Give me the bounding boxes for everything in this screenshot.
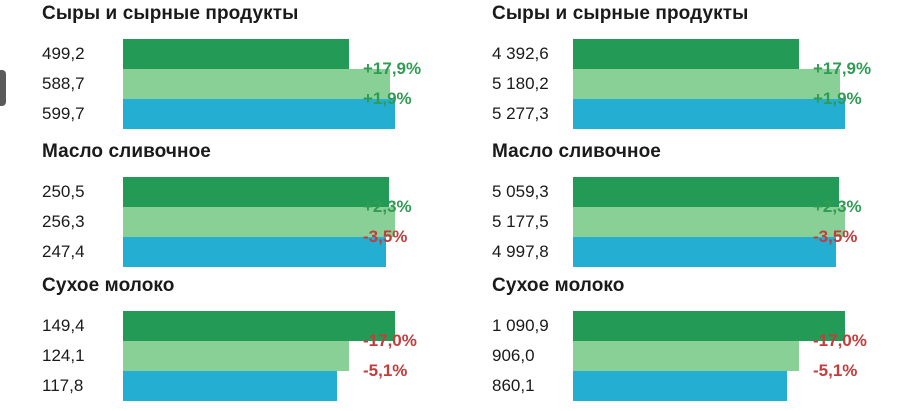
bar — [573, 311, 845, 341]
group-title: Сухое молоко — [42, 275, 175, 296]
group-title: Сыры и сырные продукты — [492, 3, 749, 24]
bar-value-label: 1 090,9 — [492, 316, 549, 335]
chart-group: Сухое молоко 1 090,9 906,0 860,1 -17,0% -5,1% — [490, 272, 905, 402]
bar — [573, 207, 845, 237]
change-label: +1,9% — [363, 89, 412, 108]
change-label: -5,1% — [813, 361, 858, 380]
bar — [123, 207, 395, 237]
bar-value-label: 247,4 — [42, 242, 85, 261]
chart-group: Сыры и сырные продукты 4 392,6 5 180,2 5 27… — [490, 0, 905, 130]
bar — [123, 69, 390, 99]
bar-value-label: 499,2 — [42, 44, 85, 63]
change-label: -5,1% — [363, 361, 408, 380]
bar-value-label: 256,3 — [42, 212, 85, 231]
bar — [573, 99, 845, 129]
bar-value-label: 5 177,5 — [492, 212, 549, 231]
chart-column-right: Сыры и сырные продукты 4 392,6 5 180,2 5 27… — [490, 0, 905, 411]
chart-group: Сухое молоко 149,4 124,1 117,8 -17,0% -5,1% — [40, 272, 460, 402]
bar-value-label: 250,5 — [42, 182, 85, 201]
bar-value-label: 588,7 — [42, 74, 85, 93]
bar-value-label: 4 997,8 — [492, 242, 549, 261]
bar — [573, 237, 836, 267]
edge-marker — [0, 70, 6, 106]
change-label: -17,0% — [363, 331, 417, 350]
bar-value-label: 5 277,3 — [492, 104, 549, 123]
bar — [573, 39, 799, 69]
bar — [573, 177, 839, 207]
change-label: +2,3% — [813, 197, 862, 216]
bar — [573, 371, 787, 401]
bar-value-label: 4 392,6 — [492, 44, 549, 63]
bar-value-label: 5 059,3 — [492, 182, 549, 201]
chart-group: Масло сливочное 5 059,3 5 177,5 4 997,8 +2,3… — [490, 138, 905, 268]
bar-value-label: 860,1 — [492, 376, 535, 395]
change-label: +2,3% — [363, 197, 412, 216]
bar — [123, 99, 395, 129]
bar — [123, 177, 389, 207]
bar-value-label: 599,7 — [42, 104, 85, 123]
group-title: Сухое молоко — [492, 275, 625, 296]
change-label: -3,5% — [363, 227, 408, 246]
bar — [123, 39, 349, 69]
change-label: +1,9% — [813, 89, 862, 108]
change-label: -17,0% — [813, 331, 867, 350]
group-title: Масло сливочное — [492, 141, 661, 162]
bar-value-label: 906,0 — [492, 346, 535, 365]
bar — [123, 341, 349, 371]
chart-column-left: Сыры и сырные продукты 499,2 588,7 599,7 +17… — [40, 0, 480, 411]
chart-group: Сыры и сырные продукты 499,2 588,7 599,7 +17… — [40, 0, 460, 130]
bar — [123, 311, 395, 341]
chart-group: Масло сливочное 250,5 256,3 247,4 +2,3% -3,5% — [40, 138, 460, 268]
group-title: Масло сливочное — [42, 141, 211, 162]
bar-value-label: 117,8 — [42, 376, 84, 395]
group-title: Сыры и сырные продукты — [42, 3, 299, 24]
bar-value-label: 124,1 — [42, 346, 85, 365]
change-label: -3,5% — [813, 227, 858, 246]
bar — [123, 237, 386, 267]
change-label: +17,9% — [813, 59, 872, 78]
bar — [573, 69, 840, 99]
change-label: +17,9% — [363, 59, 422, 78]
bar-value-label: 5 180,2 — [492, 74, 549, 93]
bar — [573, 341, 799, 371]
bar-value-label: 149,4 — [42, 316, 85, 335]
bar — [123, 371, 337, 401]
